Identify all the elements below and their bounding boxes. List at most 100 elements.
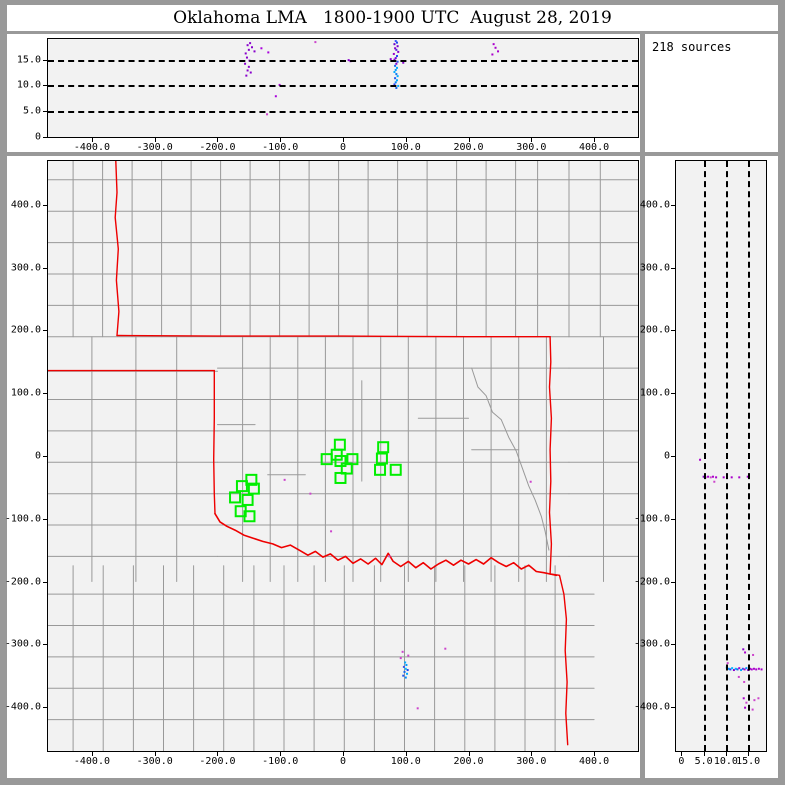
y-tick-label: 200.0 — [10, 324, 41, 336]
y-tick-label: 10.0 — [16, 79, 41, 91]
x-tick-label: -100.0 — [262, 756, 299, 767]
x-tick-mark — [681, 751, 683, 756]
y-tick-label: -300.0 — [4, 638, 41, 650]
source-count-label: 218 sources — [652, 40, 732, 54]
y-tick-mark — [671, 707, 676, 709]
y-tick-mark — [43, 204, 48, 206]
x-tick-label: -200.0 — [199, 756, 236, 767]
y-tick-label: -200.0 — [4, 576, 41, 588]
x-tick-mark — [280, 137, 282, 142]
x-tick-mark — [217, 137, 219, 142]
x-tick-label: -400.0 — [73, 756, 110, 767]
y-tick-label: -400.0 — [4, 701, 41, 713]
x-tick-mark — [280, 751, 282, 756]
map-panel: -400.0 -300.0 -200.0 -100.0 0 100.0 200.0 300.0… — [4, 156, 640, 778]
x-tick-label: 0 — [339, 756, 347, 767]
y-tick-mark — [43, 137, 48, 138]
x-tick-label: 300.0 — [516, 756, 547, 767]
x-tick-label: -400.0 — [73, 142, 110, 153]
altitude-northsouth-panel: -400.0 -300.0 -200.0 -100.0 0 100.0 200.0 300.0… — [634, 156, 778, 778]
gridline-vertical — [703, 161, 706, 751]
x-tick-label: 200.0 — [453, 142, 484, 153]
y-tick-label: -100.0 — [4, 513, 41, 525]
y-tick-label: 300.0 — [10, 262, 41, 274]
x-tick-mark — [531, 137, 533, 142]
y-tick-label: 100.0 — [10, 387, 41, 399]
gridline-horizontal — [48, 111, 638, 114]
y-tick-mark — [43, 707, 48, 709]
y-tick-mark — [671, 330, 676, 332]
y-tick-label: -300.0 — [633, 638, 670, 650]
gridline-vertical — [748, 161, 751, 751]
x-tick-mark — [154, 137, 156, 142]
x-tick-mark — [91, 137, 93, 142]
y-tick-label: 300.0 — [639, 262, 670, 274]
title-bar: Oklahoma LMA 1800-1900 UTC August 28, 20… — [7, 5, 778, 31]
x-tick-mark — [217, 751, 219, 756]
y-tick-mark — [43, 581, 48, 583]
y-tick-mark — [43, 111, 48, 113]
y-tick-mark — [43, 393, 48, 395]
y-tick-label: 200.0 — [639, 324, 670, 336]
y-tick-mark — [671, 644, 676, 646]
y-tick-label: -100.0 — [633, 513, 670, 525]
x-tick-mark — [594, 137, 596, 142]
y-tick-label: 15.0 — [16, 54, 41, 66]
x-tick-label: 200.0 — [453, 756, 484, 767]
x-tick-label: 0 — [678, 756, 685, 767]
altitude-northsouth-plot-area[interactable] — [675, 160, 767, 752]
y-tick-label: 0 — [34, 131, 41, 143]
x-tick-label: 10.0 — [713, 756, 738, 767]
altitude-northsouth-scatter — [699, 458, 763, 711]
x-tick-mark — [725, 751, 727, 756]
x-tick-mark — [531, 751, 533, 756]
y-tick-mark — [671, 456, 676, 457]
y-tick-label: 5.0 — [22, 105, 41, 117]
y-tick-label: 100.0 — [639, 387, 670, 399]
gridline-horizontal — [48, 59, 638, 62]
x-tick-label: 5.0 — [694, 756, 713, 767]
page-title: Oklahoma LMA 1800-1900 UTC August 28, 20… — [173, 8, 612, 28]
x-tick-label: -300.0 — [136, 756, 173, 767]
y-tick-label: 0 — [34, 450, 41, 462]
map-geography-and-sources — [48, 161, 638, 751]
x-tick-label: 300.0 — [516, 142, 547, 153]
y-tick-label: 400.0 — [10, 199, 41, 211]
x-tick-label: -300.0 — [136, 142, 173, 153]
y-tick-mark — [671, 581, 676, 583]
map-plot-area[interactable] — [47, 160, 639, 752]
x-tick-label: 100.0 — [390, 142, 421, 153]
x-tick-mark — [405, 137, 407, 142]
x-tick-label: 0 — [339, 142, 347, 153]
x-tick-label: -100.0 — [262, 142, 299, 153]
gridline-vertical — [725, 161, 728, 751]
y-tick-mark — [43, 330, 48, 332]
x-tick-label: -200.0 — [199, 142, 236, 153]
y-tick-label: 400.0 — [639, 199, 670, 211]
y-tick-mark — [671, 267, 676, 269]
x-tick-label: 400.0 — [579, 142, 610, 153]
x-tick-mark — [343, 137, 344, 142]
x-tick-mark — [703, 751, 705, 756]
x-tick-mark — [91, 751, 93, 756]
sources-info-panel: 218 sources — [645, 34, 778, 152]
x-tick-label: 400.0 — [579, 756, 610, 767]
y-tick-label: 0 — [663, 450, 670, 462]
y-tick-mark — [671, 393, 676, 395]
x-tick-mark — [468, 137, 470, 142]
time-height-panel: 0 5.0 10.0 15.0 -400.0 -300.0 -200.0 -100.0 0 100… — [7, 34, 640, 153]
time-height-scatter — [244, 40, 500, 116]
y-tick-mark — [43, 518, 48, 520]
y-tick-label: -400.0 — [633, 701, 670, 713]
y-tick-mark — [43, 85, 48, 87]
x-tick-mark — [154, 751, 156, 756]
x-tick-mark — [405, 751, 407, 756]
y-tick-mark — [43, 267, 48, 269]
x-tick-label: 15.0 — [736, 756, 761, 767]
x-tick-label: 100.0 — [390, 756, 421, 767]
y-tick-mark — [671, 204, 676, 206]
time-height-plot-area[interactable] — [47, 38, 639, 138]
x-tick-mark — [594, 751, 596, 756]
x-tick-mark — [748, 751, 750, 756]
